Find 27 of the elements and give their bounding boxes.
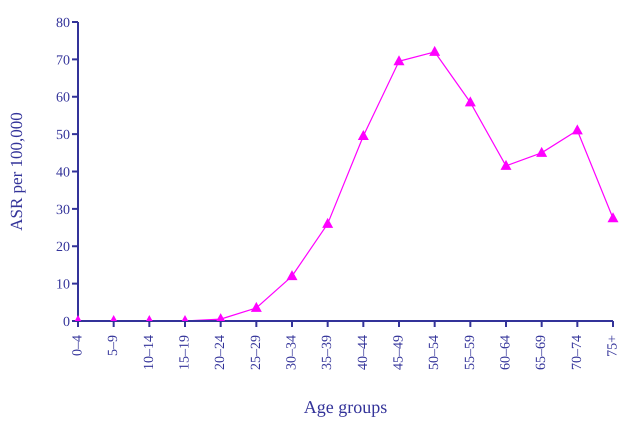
y-tick-label: 20: [56, 240, 70, 256]
x-tick-label: 20–24: [213, 335, 228, 370]
x-axis-title: Age groups: [304, 397, 388, 417]
y-axis-title: ASR per 100,000: [7, 112, 26, 231]
x-tick-label: 60–64: [498, 335, 514, 370]
x-tick-label: 30–34: [284, 335, 300, 370]
x-tick-label: 0–4: [70, 335, 86, 356]
x-tick-label: 50–54: [427, 335, 442, 370]
y-tick-label: 70: [56, 53, 70, 68]
x-tick-label: 40–44: [356, 335, 371, 370]
y-tick-label: 60: [56, 90, 70, 106]
x-tick-label: 10–14: [142, 335, 157, 370]
y-tick-label: 40: [56, 165, 70, 180]
x-tick-label: 25–29: [248, 335, 264, 370]
x-tick-label: 65–69: [534, 335, 550, 370]
x-tick-label: 75+: [606, 334, 620, 357]
x-tick-label: 5–9: [106, 335, 122, 356]
y-tick-label: 50: [56, 128, 70, 144]
x-tick-label: 55–59: [462, 335, 478, 370]
y-tick-label: 10: [56, 278, 70, 293]
y-tick-label: 80: [56, 16, 70, 31]
x-tick-label: 45–49: [392, 335, 406, 370]
x-tick-label: 15–19: [178, 335, 192, 370]
x-tick-label: 70–74: [570, 335, 585, 370]
y-tick-label: 0: [63, 314, 70, 330]
y-tick-label: 30: [56, 202, 70, 218]
x-tick-label: 35–39: [320, 335, 336, 370]
